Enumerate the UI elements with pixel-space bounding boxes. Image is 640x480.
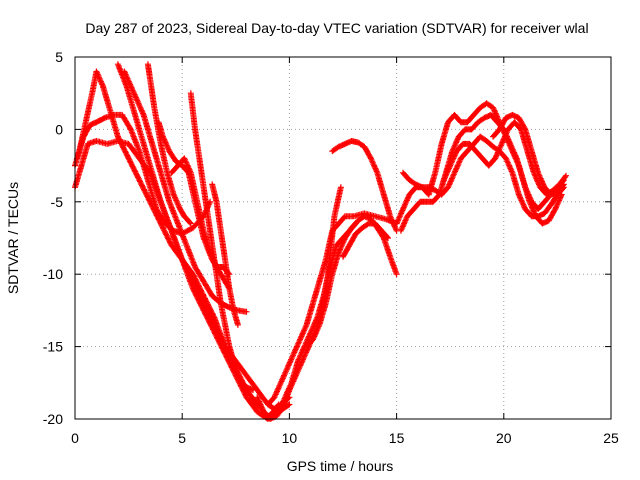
series-markers (340, 220, 391, 260)
series-markers (209, 181, 241, 328)
series-markers (144, 61, 194, 227)
series-5 (144, 61, 194, 227)
x-tick-label: 25 (603, 430, 619, 446)
series-markers (400, 133, 567, 220)
ticks: 0 5 10 15 20 25 -20 -15 -10 -5 0 5 (43, 49, 619, 446)
series-3 (114, 61, 282, 422)
y-tick-label: 0 (55, 121, 63, 137)
y-tick-label: -5 (51, 194, 64, 210)
series-20 (490, 111, 567, 198)
series-markers (114, 61, 282, 422)
plot-frame (74, 56, 612, 420)
series-markers (490, 111, 567, 198)
y-tick-label: -20 (43, 411, 63, 427)
y-tick-label: -15 (43, 339, 63, 355)
series-markers (329, 138, 400, 234)
x-tick-label: 5 (178, 430, 186, 446)
series-18 (400, 133, 567, 220)
y-tick-label: 5 (55, 49, 63, 65)
series-15 (340, 220, 391, 260)
series-11 (265, 210, 400, 408)
x-tick-label: 10 (282, 430, 298, 446)
series-9 (209, 181, 241, 328)
series-markers (187, 90, 256, 393)
x-tick-label: 15 (389, 430, 405, 446)
x-axis-label: GPS time / hours (287, 458, 394, 474)
x-tick-label: 0 (71, 430, 79, 446)
y-axis-label: SDTVAR / TECUs (5, 182, 21, 294)
y-tick-label: -10 (43, 266, 63, 282)
series-markers (265, 210, 400, 408)
x-tick-label: 20 (496, 430, 512, 446)
chart-title: Day 287 of 2023, Sidereal Day-to-day VTE… (85, 20, 588, 36)
series-14 (329, 138, 400, 234)
series-8 (187, 90, 256, 393)
